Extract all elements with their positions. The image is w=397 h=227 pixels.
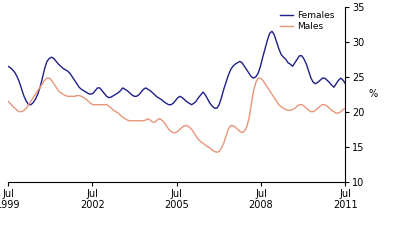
- Males: [44, 77, 49, 79]
- Females: [212, 107, 217, 110]
- Males: [214, 151, 219, 154]
- Line: Females: Females: [8, 31, 345, 108]
- Females: [70, 75, 75, 78]
- Males: [249, 103, 254, 106]
- Females: [166, 103, 171, 106]
- Legend: Females, Males: Females, Males: [279, 11, 334, 31]
- Males: [6, 100, 10, 103]
- Females: [270, 30, 274, 33]
- Males: [72, 95, 77, 98]
- Females: [29, 103, 33, 106]
- Females: [247, 72, 251, 75]
- Males: [343, 107, 348, 110]
- Y-axis label: %: %: [368, 89, 378, 99]
- Males: [29, 100, 33, 103]
- Females: [173, 99, 178, 102]
- Males: [175, 130, 180, 133]
- Females: [343, 82, 348, 85]
- Females: [214, 107, 219, 110]
- Females: [6, 65, 10, 68]
- Line: Males: Males: [8, 78, 345, 152]
- Males: [217, 150, 222, 153]
- Males: [169, 130, 173, 133]
